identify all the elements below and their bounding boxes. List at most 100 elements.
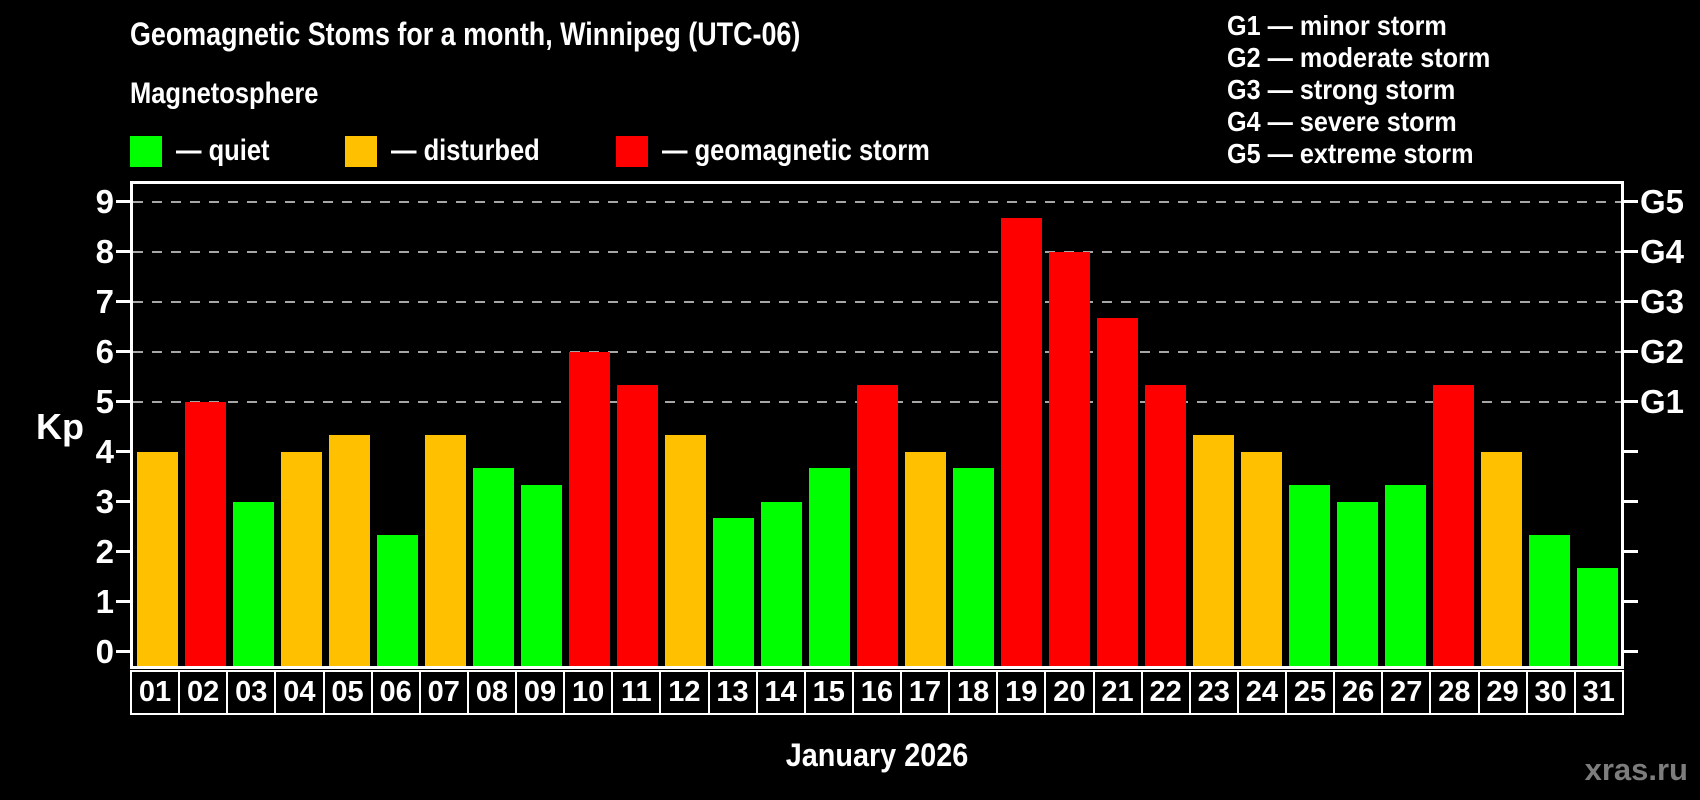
kp-bar-day-26 — [1336, 501, 1378, 666]
kp-bar-day-28 — [1432, 385, 1474, 666]
kp-bar-day-20 — [1048, 251, 1090, 666]
day-label-19: 19 — [996, 670, 1047, 715]
kp-bar-day-14 — [760, 501, 802, 666]
kp-axis-tick-left-9 — [116, 200, 130, 204]
kp-bar-day-15 — [808, 468, 850, 666]
y-axis-title: Kp — [36, 406, 84, 447]
g-axis-label-G4: G4 — [1640, 232, 1685, 270]
legend-item-storm: — geomagnetic storm — [616, 134, 977, 168]
kp-axis-tick-left-2 — [116, 550, 130, 554]
kp-axis-tick-left-8 — [116, 250, 130, 254]
kp-bar-day-12 — [664, 435, 706, 666]
kp-bar-day-01 — [136, 451, 178, 666]
day-label-20: 20 — [1044, 670, 1095, 715]
kp-bar-day-31 — [1576, 568, 1618, 666]
kp-tick-label-8: 8 — [95, 232, 114, 270]
day-label-04: 04 — [274, 670, 325, 715]
day-label-08: 08 — [466, 670, 517, 715]
kp-bar-day-19 — [1000, 218, 1042, 666]
x-axis-title: January 2026 — [785, 737, 969, 773]
kp-bar-day-29 — [1480, 451, 1522, 666]
legend-item-disturbed: — disturbed — [345, 134, 566, 168]
g-axis-label-G1: G1 — [1640, 382, 1685, 420]
kp-gridline-6 — [133, 350, 1621, 353]
kp-axis-tick-left-7 — [116, 300, 130, 304]
kp-gridline-9 — [133, 200, 1621, 203]
legend-item-quiet: — quiet — [130, 134, 286, 168]
kp-tick-label-5: 5 — [95, 382, 114, 420]
kp-axis-tick-left-5 — [116, 400, 130, 404]
kp-axis-tick-left-4 — [116, 450, 130, 454]
watermark: xras.ru — [1584, 752, 1688, 787]
kp-bar-day-10 — [568, 351, 610, 666]
kp-axis-tick-right-2 — [1624, 550, 1638, 554]
day-label-03: 03 — [226, 670, 277, 715]
day-label-22: 22 — [1140, 670, 1191, 715]
kp-bar-day-02 — [184, 401, 226, 666]
g-legend-line-3: G3 — strong storm — [1227, 74, 1456, 105]
kp-bar-day-18 — [952, 468, 994, 666]
g-legend-line-4: G4 — severe storm — [1227, 106, 1457, 137]
kp-bar-day-03 — [232, 501, 274, 666]
day-label-25: 25 — [1285, 670, 1336, 715]
kp-tick-label-0: 0 — [95, 632, 114, 670]
kp-axis-tick-right-0 — [1624, 650, 1638, 654]
day-label-10: 10 — [563, 670, 614, 715]
day-label-23: 23 — [1188, 670, 1239, 715]
g-legend-line-1: G1 — minor storm — [1227, 10, 1447, 41]
kp-bar-day-09 — [520, 485, 562, 666]
kp-tick-label-2: 2 — [95, 532, 114, 570]
day-label-15: 15 — [803, 670, 854, 715]
kp-gridline-8 — [133, 250, 1621, 253]
g-legend-line-5: G5 — extreme storm — [1227, 138, 1474, 169]
kp-bar-day-24 — [1240, 451, 1282, 666]
g-scale-legend: G1 — minor storm G2 — moderate storm G3 — … — [1227, 10, 1520, 170]
kp-bar-day-17 — [904, 451, 946, 666]
kp-bar-day-22 — [1144, 385, 1186, 666]
kp-axis-tick-right-6 — [1624, 350, 1638, 354]
magnetosphere-label: Magnetosphere — [130, 77, 319, 110]
kp-tick-label-4: 4 — [95, 432, 114, 470]
x-axis-day-labels: 01 02 03 04 05 06 07 08 09 10 11 12 13 14 15 16 17 18 19 20… — [130, 670, 1624, 715]
legend-label-storm: — geomagnetic storm — [662, 134, 930, 167]
day-label-14: 14 — [755, 670, 806, 715]
kp-bar-day-05 — [328, 435, 370, 666]
day-label-09: 09 — [515, 670, 566, 715]
kp-tick-label-3: 3 — [95, 482, 114, 520]
g-axis-label-G3: G3 — [1640, 282, 1685, 320]
day-label-17: 17 — [900, 670, 951, 715]
kp-axis-tick-right-9 — [1624, 200, 1638, 204]
day-label-28: 28 — [1429, 670, 1480, 715]
day-label-31: 31 — [1573, 670, 1624, 715]
g-axis-label-G2: G2 — [1640, 332, 1685, 370]
kp-axis-tick-right-8 — [1624, 250, 1638, 254]
kp-gridline-7 — [133, 300, 1621, 303]
plot-area — [130, 181, 1624, 669]
kp-bar-day-25 — [1288, 485, 1330, 666]
kp-bar-day-16 — [856, 385, 898, 666]
day-label-26: 26 — [1333, 670, 1384, 715]
day-label-29: 29 — [1477, 670, 1528, 715]
page-title: Geomagnetic Stoms for a month, Winnipeg … — [130, 16, 801, 52]
kp-tick-label-1: 1 — [95, 582, 114, 620]
day-label-21: 21 — [1092, 670, 1143, 715]
day-label-30: 30 — [1525, 670, 1576, 715]
kp-axis-tick-left-6 — [116, 350, 130, 354]
storm-swatch — [616, 135, 648, 167]
kp-tick-label-7: 7 — [95, 282, 114, 320]
kp-axis-tick-right-1 — [1624, 600, 1638, 604]
kp-bar-day-08 — [472, 468, 514, 666]
day-label-07: 07 — [418, 670, 469, 715]
kp-axis-tick-right-5 — [1624, 400, 1638, 404]
legend-label-disturbed: — disturbed — [391, 134, 540, 167]
g-axis-label-G5: G5 — [1640, 182, 1685, 220]
quiet-swatch — [130, 135, 162, 167]
kp-axis-tick-right-4 — [1624, 450, 1638, 454]
kp-bar-day-11 — [616, 385, 658, 666]
day-label-11: 11 — [611, 670, 662, 715]
day-label-13: 13 — [707, 670, 758, 715]
day-label-02: 02 — [178, 670, 229, 715]
kp-bar-day-27 — [1384, 485, 1426, 666]
day-label-27: 27 — [1381, 670, 1432, 715]
